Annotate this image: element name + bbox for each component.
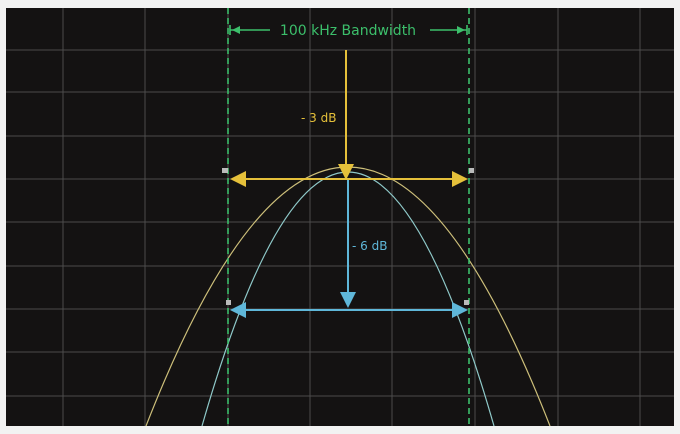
marker-points bbox=[222, 168, 474, 305]
arrow-right-icon bbox=[457, 26, 465, 34]
spectrum-display: 100 kHz Bandwidth - 3 dB - 6 dB bbox=[6, 8, 674, 426]
arrow-left-icon bbox=[232, 26, 240, 34]
bandwidth-diagram: 100 kHz Bandwidth - 3 dB - 6 dB bbox=[6, 8, 674, 426]
minus-6db-label: - 6 dB bbox=[352, 239, 387, 253]
grid bbox=[6, 8, 674, 426]
bandwidth-title: 100 kHz Bandwidth bbox=[280, 23, 416, 39]
minus-3db-label: - 3 dB bbox=[301, 111, 336, 125]
